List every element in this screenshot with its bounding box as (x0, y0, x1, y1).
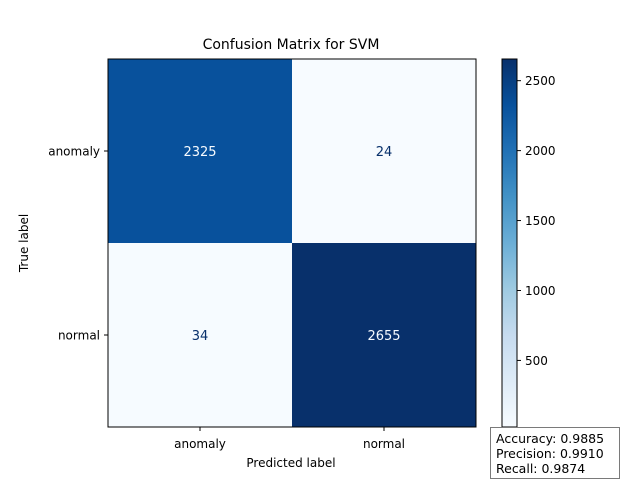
matrix-cell (108, 59, 292, 243)
colorbar-tick-label: 500 (525, 354, 548, 368)
cell-value-label: 24 (376, 145, 393, 160)
x-tick-label: anomaly (174, 437, 226, 451)
y-axis-label: True label (17, 214, 31, 273)
x-axis-ticks: anomaly normal (174, 427, 405, 451)
y-tick-label: anomaly (48, 145, 100, 159)
x-axis-label: Predicted label (246, 456, 335, 470)
accuracy-text: Accuracy: 0.9885 (496, 431, 605, 446)
cell-value-label: 2325 (183, 145, 216, 160)
y-tick-label: normal (58, 329, 100, 343)
matrix-cell (292, 59, 476, 243)
colorbar-tick-label: 1000 (525, 284, 556, 298)
recall-text: Recall: 0.9874 (496, 461, 586, 476)
y-axis-ticks: anomaly normal (48, 145, 108, 343)
metrics-box: Accuracy: 0.9885 Precision: 0.9910 Recal… (490, 427, 620, 479)
x-tick-label: normal (363, 437, 405, 451)
colorbar (502, 59, 517, 427)
chart-title: Confusion Matrix for SVM (203, 37, 380, 53)
colorbar-tick-label: 1500 (525, 214, 556, 228)
precision-text: Precision: 0.9910 (496, 446, 604, 461)
colorbar-tick-label: 2000 (525, 144, 556, 158)
colorbar-ticks: 500 1000 1500 2000 2500 (517, 74, 556, 368)
matrix-cell (292, 243, 476, 427)
matrix-cells: 2325 24 34 2655 (108, 59, 476, 427)
plot-frame (107, 58, 477, 428)
matrix-cell (108, 243, 292, 427)
cell-value-label: 2655 (367, 329, 400, 344)
colorbar-tick-label: 2500 (525, 74, 556, 88)
cell-value-label: 34 (192, 329, 209, 344)
